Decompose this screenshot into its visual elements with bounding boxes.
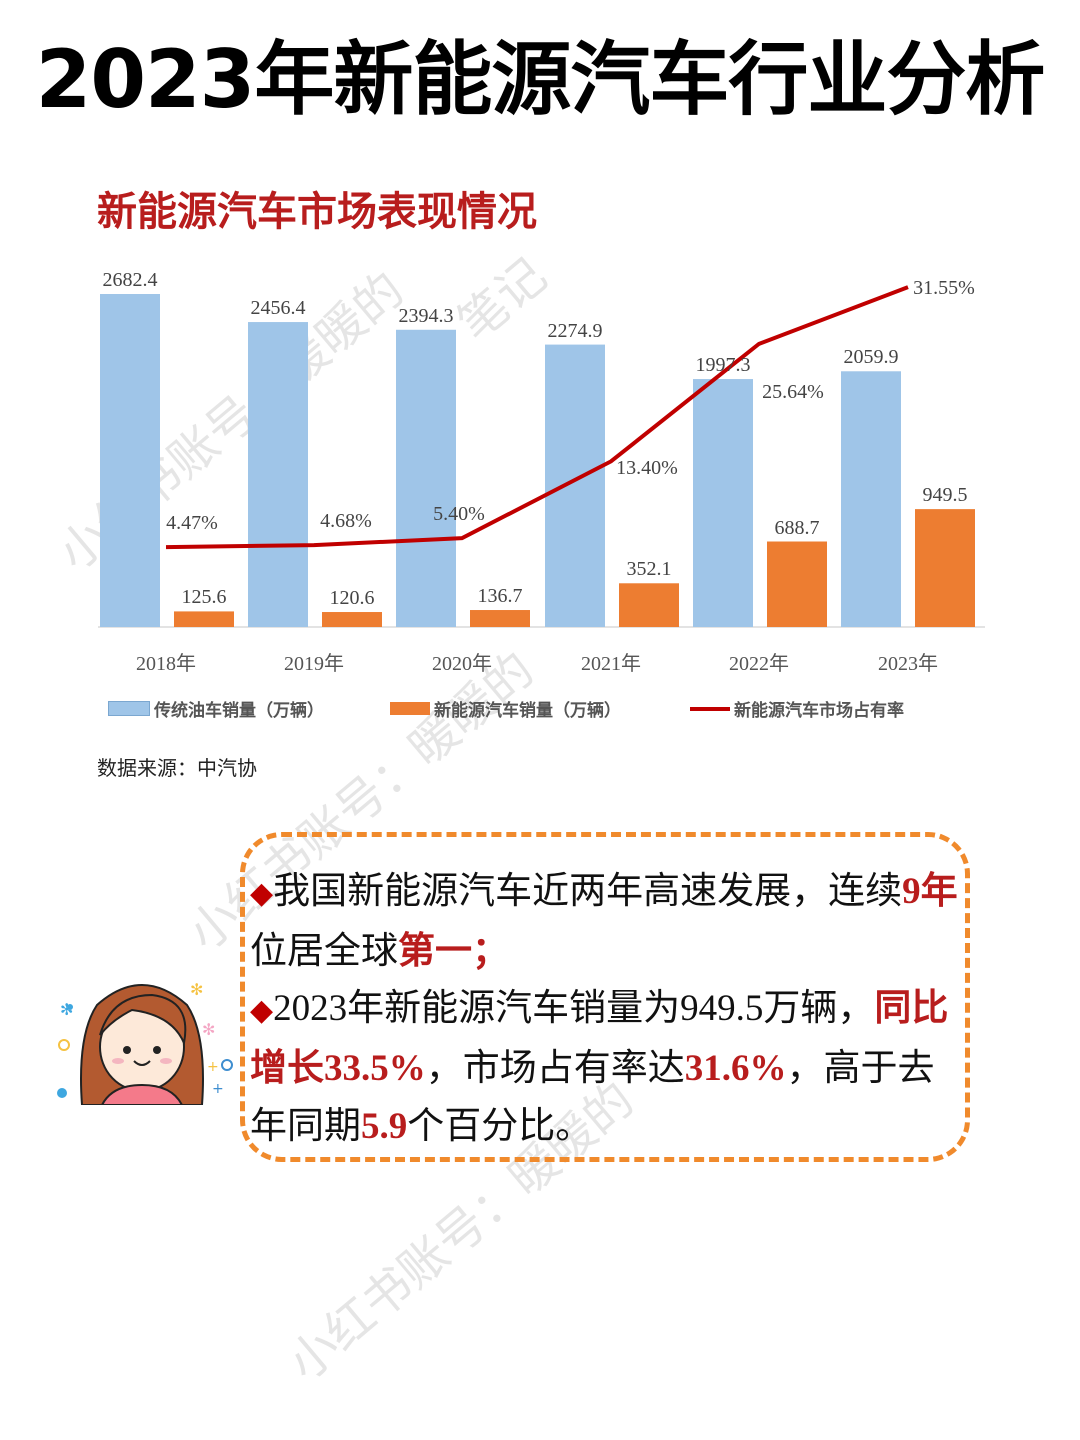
legend-swatch-line: [690, 706, 730, 711]
diamond-bullet-icon: ◆: [250, 876, 274, 911]
label-nev: 688.7: [774, 516, 820, 539]
legend-swatch-orange: [390, 702, 430, 715]
label-share: 4.68%: [320, 510, 372, 533]
x-tick-label: 2021年: [581, 653, 641, 675]
x-tick-label: 2019年: [284, 653, 344, 675]
traditional-bars: [100, 294, 901, 627]
bar-traditional: [248, 322, 308, 627]
bar-traditional: [693, 379, 753, 627]
label-share: 25.64%: [762, 380, 824, 403]
summary-bullet-1: ◆我国新能源汽车近两年高速发展，连续9年位居全球第一；: [250, 869, 958, 972]
bar-traditional: [396, 329, 456, 627]
summary-bullet-2: ◆2023年新能源汽车销量为949.5万辆，同比增长33.5%，市场占有率达31…: [250, 986, 949, 1147]
label-traditional: 2059.9: [843, 346, 899, 369]
chart-title: 新能源汽车市场表现情况: [97, 189, 537, 235]
bar-nev: [767, 541, 827, 627]
label-share: 13.40%: [616, 457, 678, 480]
diamond-bullet-icon: ◆: [250, 993, 274, 1028]
bar-nev: [470, 610, 530, 627]
label-nev: 352.1: [626, 558, 672, 581]
label-share: 31.55%: [913, 277, 975, 300]
bar-traditional: [545, 344, 605, 627]
bar-nev: [915, 509, 975, 627]
svg-text:✻: ✻: [202, 1020, 215, 1039]
label-traditional: 2394.3: [398, 304, 454, 327]
page-title: 2023年新能源汽车行业分析: [35, 33, 1046, 126]
label-share: 4.47%: [166, 512, 218, 535]
legend-item-nev: 新能源汽车销量（万辆）: [390, 696, 621, 721]
x-tick-label: 2022年: [729, 653, 789, 675]
x-tick-label: 2023年: [878, 653, 938, 675]
summary-text: ◆我国新能源汽车近两年高速发展，连续9年位居全球第一； ◆2023年新能源汽车销…: [250, 862, 970, 1155]
label-nev: 125.6: [181, 586, 227, 609]
data-source: 数据来源：中汽协: [97, 756, 257, 780]
label-nev: 120.6: [329, 587, 375, 610]
chart-plot: [98, 285, 985, 628]
label-traditional: 2274.9: [547, 319, 603, 342]
girl-avatar-icon: ✻ ✻ ✻ + +: [57, 980, 233, 1105]
label-share: 5.40%: [433, 503, 485, 526]
svg-text:+: +: [212, 1081, 224, 1097]
bar-nev: [322, 612, 382, 627]
svg-text:✻: ✻: [60, 1000, 73, 1019]
legend-item-share: 新能源汽车市场占有率: [690, 696, 904, 721]
x-tick-label: 2018年: [136, 653, 196, 675]
legend-swatch-blue: [108, 701, 150, 716]
x-tick-label: 2020年: [432, 653, 492, 675]
chart-legend: 传统油车销量（万辆） 新能源汽车销量（万辆） 新能源汽车市场占有率: [0, 696, 1080, 722]
svg-text:✻: ✻: [190, 980, 203, 999]
label-nev: 949.5: [922, 484, 968, 507]
label-nev: 136.7: [477, 585, 523, 608]
label-traditional: 1997.3: [695, 354, 751, 377]
summary-box: [240, 832, 970, 1162]
label-traditional: 2456.4: [250, 297, 306, 320]
combo-chart: 2682.4 2456.4 2394.3 2274.9 1997.3 2059.9 125.…: [98, 269, 985, 675]
bar-traditional: [100, 294, 160, 627]
bar-traditional: [841, 371, 901, 627]
bar-nev: [174, 611, 234, 627]
nev-bars: [174, 509, 975, 627]
legend-item-traditional: 传统油车销量（万辆）: [108, 696, 324, 721]
svg-text:+: +: [207, 1059, 219, 1075]
bar-nev: [619, 583, 679, 627]
share-line: [165, 285, 909, 550]
label-traditional: 2682.4: [102, 269, 158, 291]
